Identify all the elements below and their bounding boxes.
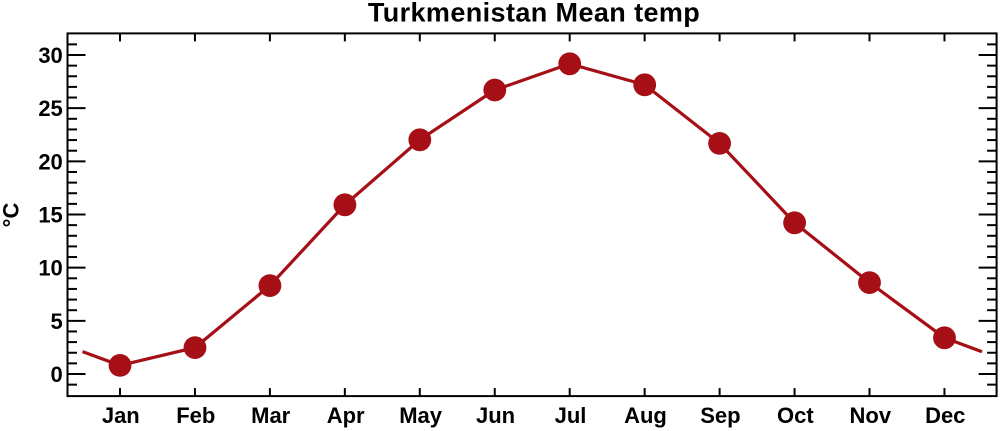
svg-text:Nov: Nov [850, 403, 892, 428]
svg-text:Jun: Jun [476, 403, 515, 428]
svg-text:Sep: Sep [700, 403, 740, 428]
svg-text:20: 20 [38, 149, 62, 174]
svg-text:Jan: Jan [102, 403, 140, 428]
svg-text:10: 10 [38, 256, 62, 281]
svg-text:0: 0 [51, 362, 63, 387]
svg-text:Aug: Aug [624, 403, 667, 428]
svg-text:5: 5 [51, 309, 63, 334]
svg-text:Turkmenistan Mean temp: Turkmenistan Mean temp [368, 0, 700, 28]
svg-text:15: 15 [38, 203, 62, 228]
svg-text:Dec: Dec [925, 403, 965, 428]
svg-text:Oct: Oct [777, 403, 814, 428]
svg-text:Feb: Feb [176, 403, 215, 428]
svg-text:Jul: Jul [555, 403, 587, 428]
svg-text:May: May [399, 403, 443, 428]
svg-text:Mar: Mar [251, 403, 291, 428]
svg-text:30: 30 [38, 43, 62, 68]
svg-text:25: 25 [38, 96, 62, 121]
svg-text:Apr: Apr [327, 403, 365, 428]
svg-text:°C: °C [0, 203, 24, 228]
